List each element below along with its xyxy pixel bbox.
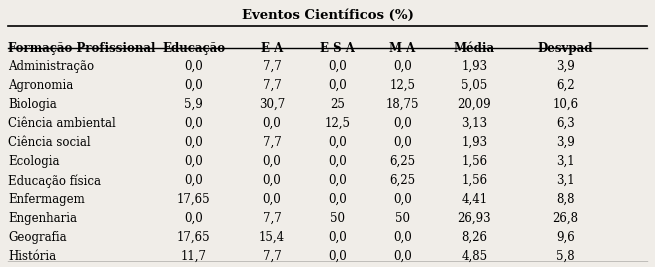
Text: Geografia: Geografia	[8, 231, 67, 244]
Text: 25: 25	[330, 98, 345, 111]
Text: 0,0: 0,0	[185, 136, 203, 149]
Text: 6,25: 6,25	[390, 155, 415, 168]
Text: 0,0: 0,0	[328, 250, 346, 263]
Text: Agronomia: Agronomia	[8, 79, 73, 92]
Text: 0,0: 0,0	[393, 250, 412, 263]
Text: 7,7: 7,7	[263, 60, 282, 73]
Text: Engenharia: Engenharia	[8, 212, 77, 225]
Text: 0,0: 0,0	[185, 79, 203, 92]
Text: 0,0: 0,0	[185, 117, 203, 130]
Text: Eventos Científicos (%): Eventos Científicos (%)	[242, 9, 413, 22]
Text: 5,05: 5,05	[461, 79, 487, 92]
Text: 0,0: 0,0	[393, 117, 412, 130]
Text: 8,8: 8,8	[556, 193, 575, 206]
Text: Ciência ambiental: Ciência ambiental	[8, 117, 116, 130]
Text: 0,0: 0,0	[393, 136, 412, 149]
Text: 12,5: 12,5	[324, 117, 350, 130]
Text: 3,13: 3,13	[461, 117, 487, 130]
Text: 3,9: 3,9	[556, 136, 575, 149]
Text: 0,0: 0,0	[328, 60, 346, 73]
Text: 50: 50	[329, 212, 345, 225]
Text: 15,4: 15,4	[259, 231, 285, 244]
Text: 1,93: 1,93	[461, 60, 487, 73]
Text: 6,2: 6,2	[556, 79, 575, 92]
Text: Educação: Educação	[162, 42, 225, 55]
Text: 0,0: 0,0	[185, 60, 203, 73]
Text: 5,9: 5,9	[185, 98, 203, 111]
Text: 30,7: 30,7	[259, 98, 285, 111]
Text: 1,93: 1,93	[461, 136, 487, 149]
Text: 17,65: 17,65	[177, 193, 211, 206]
Text: 0,0: 0,0	[393, 60, 412, 73]
Text: 0,0: 0,0	[393, 193, 412, 206]
Text: 26,93: 26,93	[457, 212, 491, 225]
Text: Educação física: Educação física	[8, 174, 101, 187]
Text: 7,7: 7,7	[263, 79, 282, 92]
Text: 5,8: 5,8	[556, 250, 575, 263]
Text: 18,75: 18,75	[386, 98, 419, 111]
Text: 17,65: 17,65	[177, 231, 211, 244]
Text: 7,7: 7,7	[263, 212, 282, 225]
Text: 10,6: 10,6	[553, 98, 578, 111]
Text: 9,6: 9,6	[556, 231, 575, 244]
Text: 4,85: 4,85	[461, 250, 487, 263]
Text: 50: 50	[395, 212, 410, 225]
Text: 3,1: 3,1	[556, 155, 575, 168]
Text: Ecologia: Ecologia	[8, 155, 60, 168]
Text: 4,41: 4,41	[461, 193, 487, 206]
Text: 0,0: 0,0	[328, 231, 346, 244]
Text: Desvpad: Desvpad	[538, 42, 593, 55]
Text: 0,0: 0,0	[328, 155, 346, 168]
Text: E A: E A	[261, 42, 283, 55]
Text: 0,0: 0,0	[393, 231, 412, 244]
Text: História: História	[8, 250, 56, 263]
Text: 0,0: 0,0	[328, 174, 346, 187]
Text: 1,56: 1,56	[461, 155, 487, 168]
Text: 3,9: 3,9	[556, 60, 575, 73]
Text: 0,0: 0,0	[263, 193, 282, 206]
Text: 6,25: 6,25	[390, 174, 415, 187]
Text: 7,7: 7,7	[263, 136, 282, 149]
Text: Biologia: Biologia	[8, 98, 57, 111]
Text: Administração: Administração	[8, 60, 94, 73]
Text: 0,0: 0,0	[263, 174, 282, 187]
Text: 0,0: 0,0	[263, 155, 282, 168]
Text: Média: Média	[454, 42, 495, 55]
Text: 26,8: 26,8	[553, 212, 578, 225]
Text: 7,7: 7,7	[263, 250, 282, 263]
Text: 12,5: 12,5	[390, 79, 415, 92]
Text: 0,0: 0,0	[328, 193, 346, 206]
Text: 20,09: 20,09	[457, 98, 491, 111]
Text: Ciência social: Ciência social	[8, 136, 90, 149]
Text: 6,3: 6,3	[556, 117, 575, 130]
Text: 11,7: 11,7	[181, 250, 207, 263]
Text: Formação Profissional: Formação Profissional	[8, 42, 155, 55]
Text: 0,0: 0,0	[185, 212, 203, 225]
Text: 0,0: 0,0	[328, 136, 346, 149]
Text: 0,0: 0,0	[328, 79, 346, 92]
Text: 0,0: 0,0	[263, 117, 282, 130]
Text: 3,1: 3,1	[556, 174, 575, 187]
Text: 8,26: 8,26	[461, 231, 487, 244]
Text: 1,56: 1,56	[461, 174, 487, 187]
Text: E S A: E S A	[320, 42, 355, 55]
Text: 0,0: 0,0	[185, 155, 203, 168]
Text: M A: M A	[389, 42, 416, 55]
Text: Enfermagem: Enfermagem	[8, 193, 84, 206]
Text: 0,0: 0,0	[185, 174, 203, 187]
